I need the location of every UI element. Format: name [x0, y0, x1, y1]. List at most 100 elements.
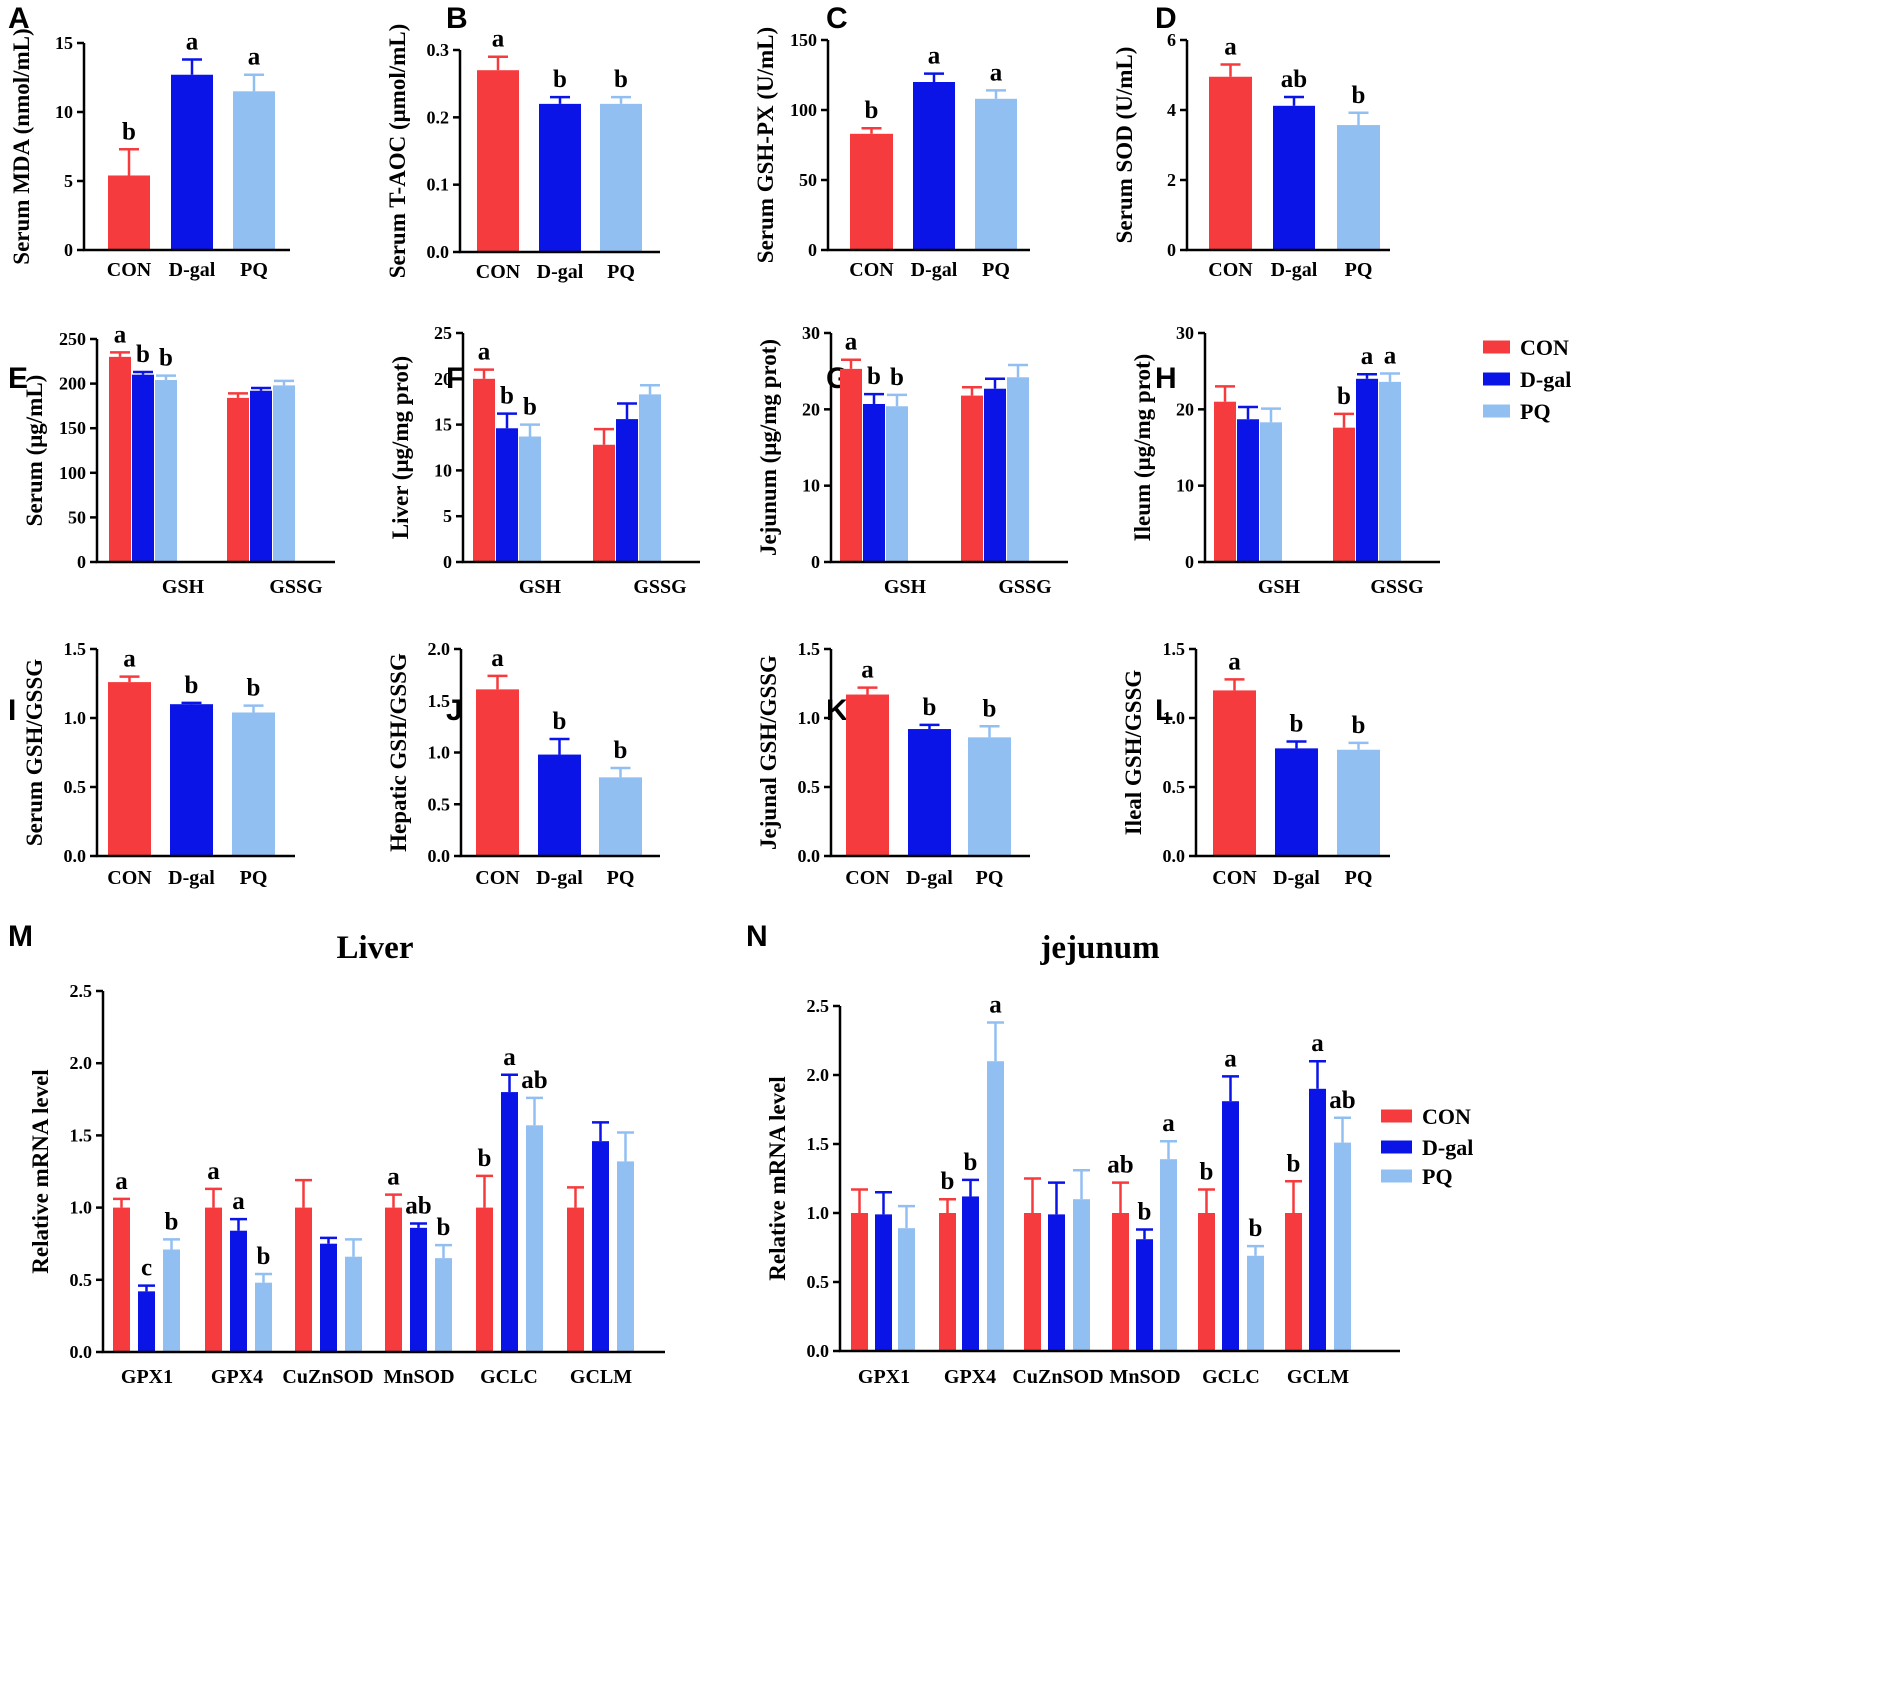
sig-letter-n-gclm-pq: ab — [1329, 1087, 1355, 1114]
sig-letter-j-pq: b — [614, 737, 628, 764]
y-tick-label-a: 5 — [64, 171, 73, 191]
bar-g-gsh-pq — [886, 406, 908, 562]
bar-b-pq — [600, 103, 642, 252]
bar-g-gssg-d-gal — [984, 388, 1006, 562]
legend-swatch-con — [1483, 340, 1510, 354]
sig-letter-c-d-gal: a — [928, 43, 941, 70]
bar-m-gpx4-pq — [255, 1282, 272, 1352]
sig-letter-n-gpx4-con: b — [941, 1168, 955, 1195]
y-tick-label-n: 1.5 — [807, 1134, 830, 1154]
sig-letter-e-gsh-pq: b — [159, 345, 173, 372]
y-tick-label-f: 20 — [434, 369, 452, 389]
sig-letter-c-con: b — [865, 97, 879, 124]
bar-m-gclm-pq — [617, 1161, 634, 1352]
category-label-n-gclm: GCLM — [1287, 1366, 1349, 1388]
y-axis-label-d: Serum SOD (U/mL) — [1112, 47, 1137, 244]
category-label-m-cuznsod: CuZnSOD — [282, 1366, 373, 1388]
y-tick-label-b: 0.2 — [427, 107, 450, 127]
bar-m-mnsod-pq — [435, 1258, 452, 1352]
bar-n-gclc-d-gal — [1222, 1101, 1239, 1351]
bar-f-gsh-con — [473, 378, 495, 562]
bar-j-con — [476, 689, 519, 856]
bar-n-gpx4-d-gal — [962, 1196, 979, 1351]
y-tick-label-k: 0.5 — [798, 777, 821, 797]
category-label-m-gclm: GCLM — [570, 1366, 632, 1388]
category-label-g-gsh: GSH — [884, 576, 927, 598]
bar-e-gsh-pq — [155, 380, 177, 562]
category-label-i-pq: PQ — [240, 867, 268, 889]
y-tick-label-h: 30 — [1176, 323, 1194, 343]
category-label-l-pq: PQ — [1345, 867, 1373, 889]
category-label-c-pq: PQ — [982, 259, 1010, 281]
bar-m-mnsod-con — [385, 1207, 402, 1352]
bar-n-gclc-pq — [1247, 1255, 1264, 1351]
sig-letter-j-con: a — [491, 645, 504, 672]
category-label-l-d-gal: D-gal — [1273, 867, 1320, 889]
bar-j-d-gal — [538, 754, 581, 856]
bar-n-mnsod-d-gal — [1136, 1239, 1153, 1351]
bar-a-pq — [233, 91, 275, 250]
bar-c-pq — [975, 98, 1017, 250]
y-tick-label-h: 0 — [1185, 552, 1194, 572]
category-label-e-gssg: GSSG — [269, 576, 323, 598]
bar-f-gssg-pq — [639, 394, 661, 562]
bar-b-con — [477, 70, 519, 252]
bar-n-mnsod-con — [1112, 1213, 1129, 1351]
bar-g-gsh-con — [840, 368, 862, 562]
panel-d: D Serum SOD (U/mL) a CON ab D-gal b PQ 0 2 4 6 — [1112, 2, 1390, 281]
legend-swatch-d-gal — [1483, 372, 1510, 386]
category-label-b-pq: PQ — [607, 261, 635, 283]
bar-m-gpx4-con — [205, 1207, 222, 1352]
bar-n-gclm-pq — [1334, 1142, 1351, 1351]
sig-letter-n-gclm-con: b — [1287, 1150, 1301, 1177]
bar-m-gclc-con — [476, 1207, 493, 1352]
bar-l-pq — [1337, 749, 1380, 856]
category-label-a-d-gal: D-gal — [169, 259, 216, 281]
y-tick-label-d: 4 — [1167, 100, 1176, 120]
bar-g-gssg-con — [961, 395, 983, 562]
sig-letter-n-mnsod-pq: a — [1162, 1110, 1175, 1137]
y-tick-label-a: 15 — [55, 33, 73, 53]
bar-c-d-gal — [913, 82, 955, 250]
sig-letter-h-gssg-d-gal: a — [1361, 343, 1374, 370]
bar-m-cuznsod-pq — [345, 1256, 362, 1352]
bar-l-con — [1213, 690, 1256, 856]
category-label-j-pq: PQ — [607, 867, 635, 889]
bar-n-gpx4-pq — [987, 1061, 1004, 1351]
sig-letter-n-gclc-pq: b — [1249, 1215, 1263, 1242]
y-tick-label-f: 25 — [434, 323, 452, 343]
bar-n-gpx1-d-gal — [875, 1214, 892, 1351]
y-axis-label-l: Ileal GSH/GSSG — [1121, 670, 1146, 836]
sig-letter-n-gclc-d-gal: a — [1224, 1045, 1237, 1072]
y-tick-label-j: 0.0 — [428, 846, 451, 866]
sig-letter-g-gsh-con: a — [845, 329, 858, 356]
category-label-d-pq: PQ — [1345, 259, 1373, 281]
y-axis-label-i: Serum GSH/GSSG — [22, 659, 47, 846]
category-label-m-mnsod: MnSOD — [383, 1366, 454, 1388]
bar-m-gclc-d-gal — [501, 1092, 518, 1352]
bar-j-pq — [599, 777, 642, 856]
category-label-h-gsh: GSH — [1258, 576, 1301, 598]
bar-m-gclm-d-gal — [592, 1141, 609, 1352]
panel-k: K Jejunal GSH/GSSG a CON b D-gal b PQ 0.0 0.5 1.0 1… — [756, 639, 1030, 889]
y-axis-label-k: Jejunal GSH/GSSG — [756, 655, 781, 850]
y-tick-label-k: 1.0 — [798, 708, 821, 728]
sig-letter-m-gclc-d-gal: a — [503, 1044, 516, 1071]
bar-n-gclc-con — [1198, 1213, 1215, 1351]
y-tick-label-k: 0.0 — [798, 846, 821, 866]
panel-label-m: M — [8, 920, 33, 953]
y-tick-label-e: 50 — [68, 507, 86, 527]
sig-letter-m-gpx1-d-gal: c — [141, 1255, 152, 1282]
category-label-j-con: CON — [475, 867, 520, 889]
chart-title-n: jejunum — [1039, 930, 1159, 966]
panel-i: I Serum GSH/GSSG a CON b D-gal b PQ 0.0 0.5 1.0 1.5 — [8, 639, 295, 889]
bar-m-gclc-pq — [526, 1125, 543, 1352]
sig-letter-h-gssg-con: b — [1337, 383, 1351, 410]
bar-n-gpx4-con — [939, 1213, 956, 1351]
category-label-i-con: CON — [107, 867, 152, 889]
